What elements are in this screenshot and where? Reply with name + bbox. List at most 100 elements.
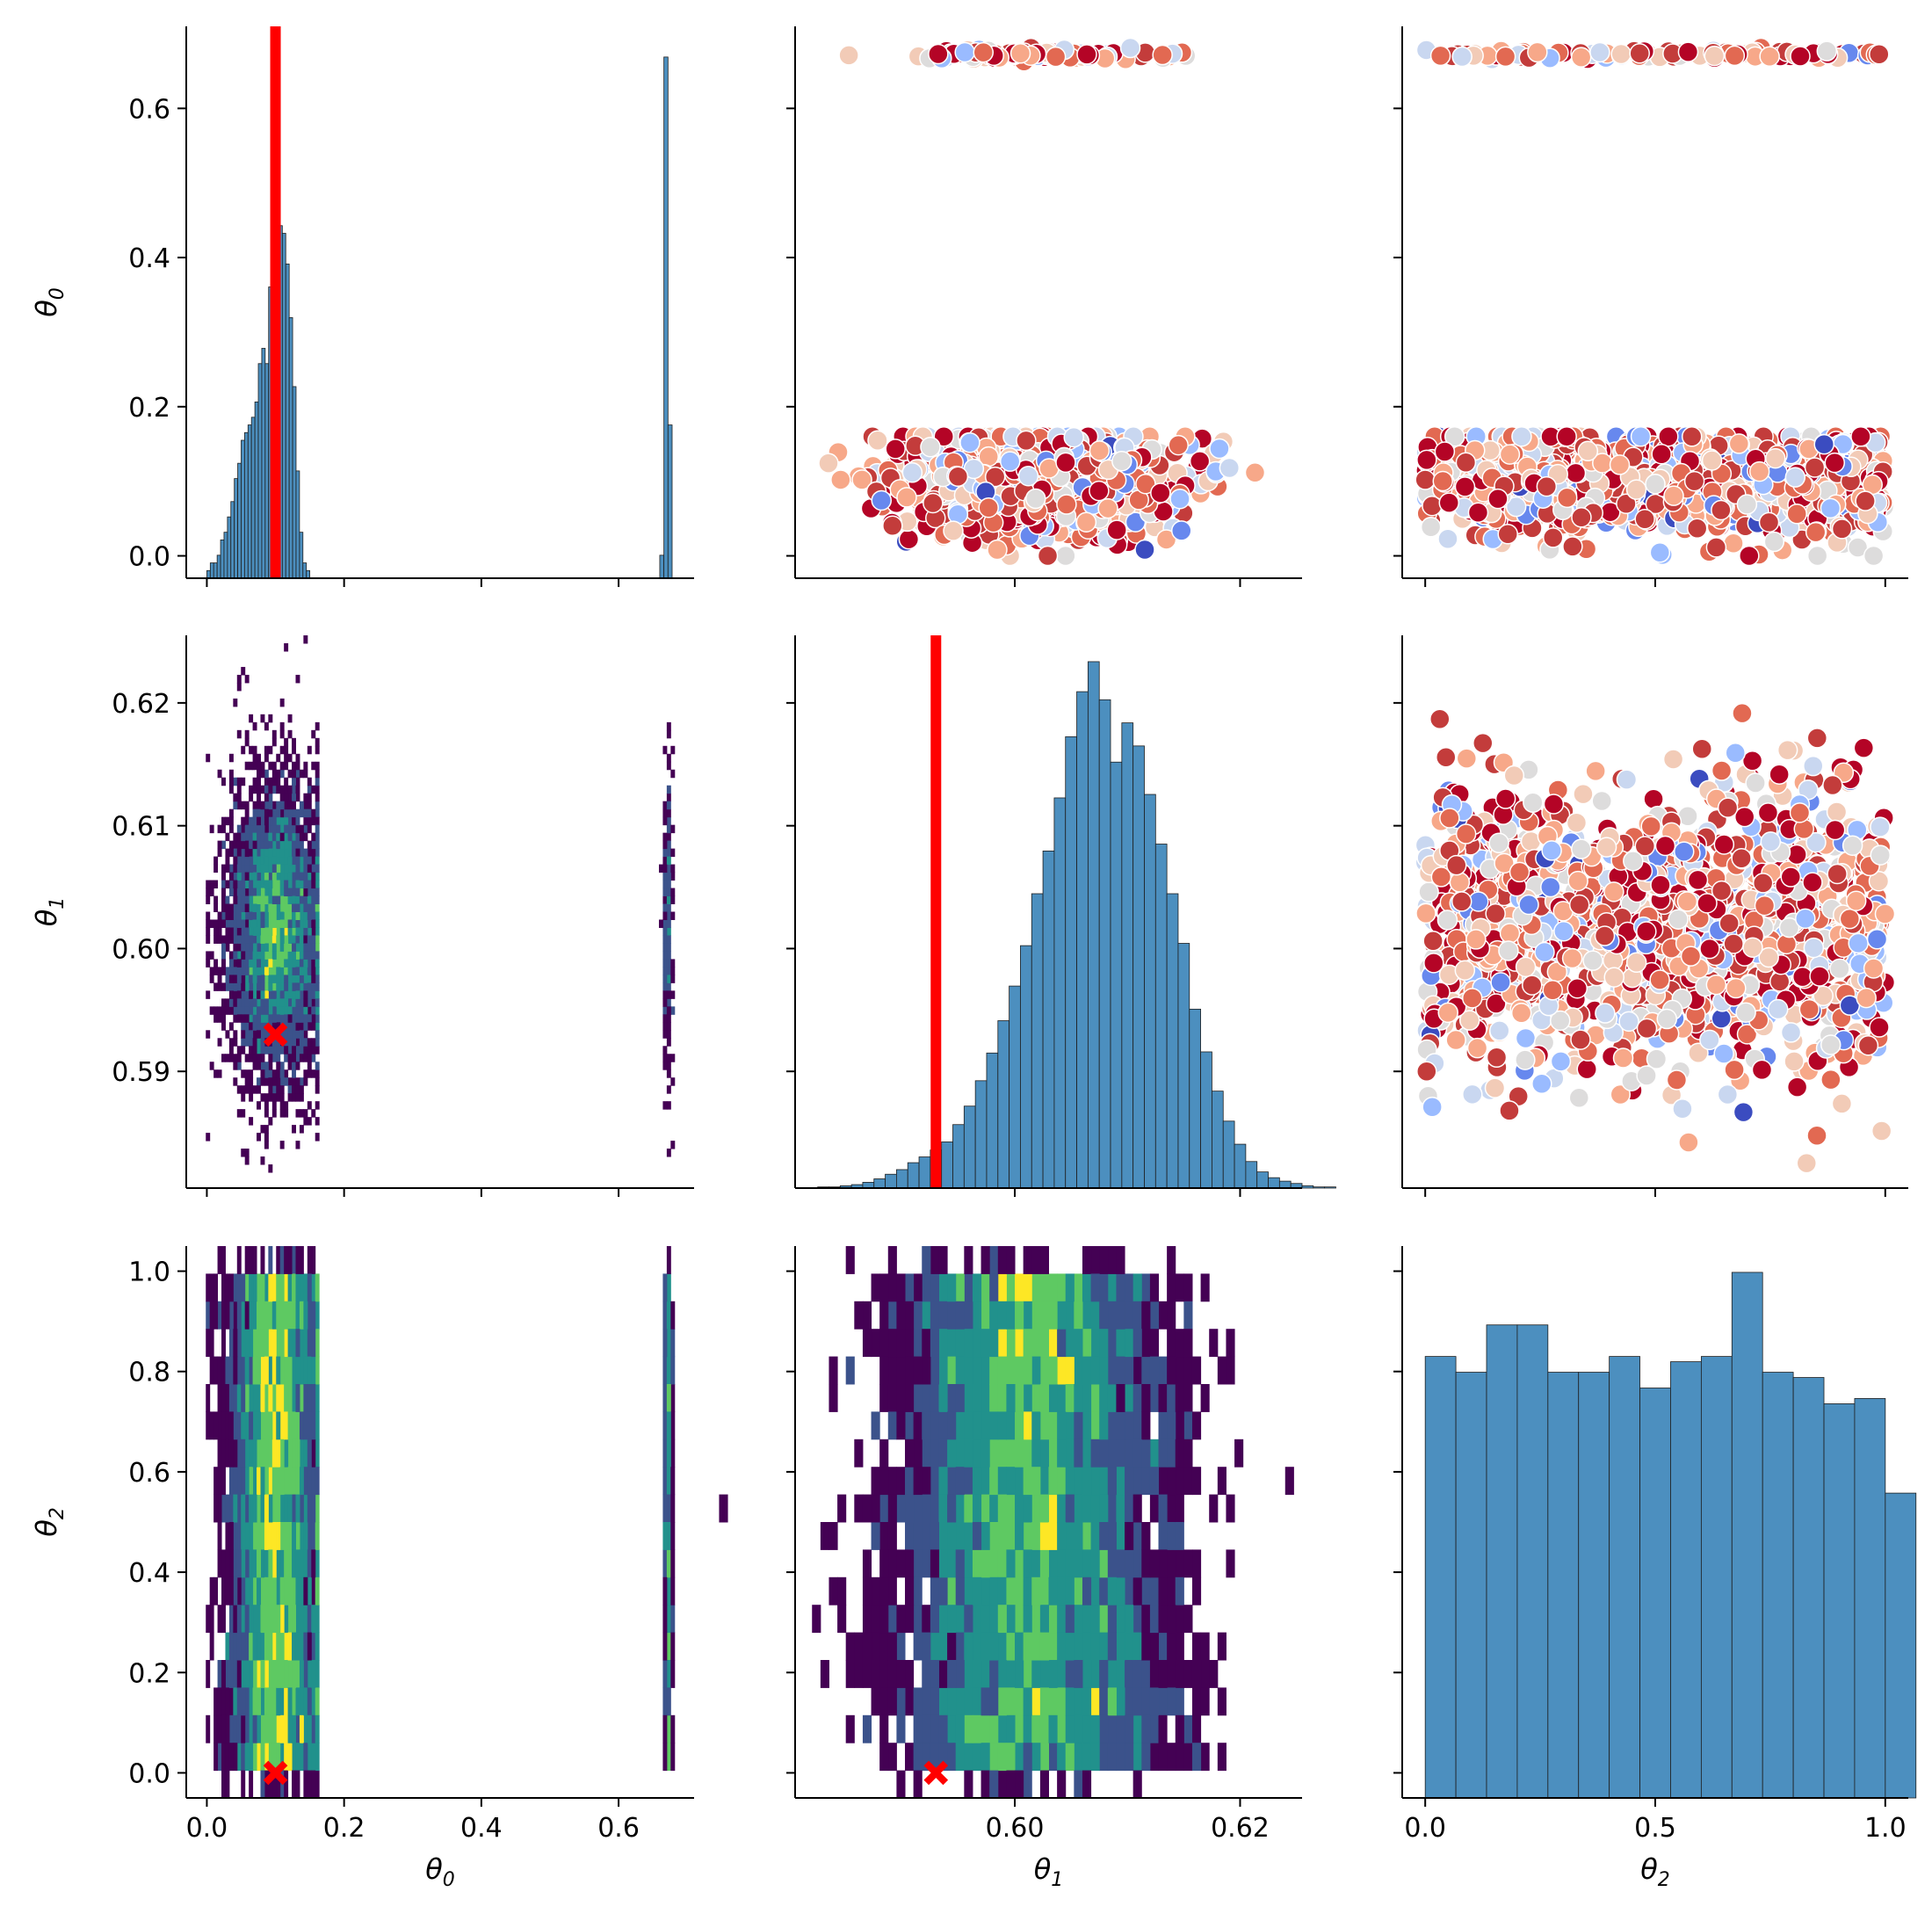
hist2d-cell bbox=[284, 959, 289, 968]
hist2d-cell bbox=[972, 1605, 982, 1634]
hist2d-cell bbox=[228, 1054, 234, 1062]
hist2d-cell bbox=[1057, 1714, 1067, 1743]
hist2d-cell bbox=[284, 927, 289, 936]
hist2d-cell bbox=[955, 1467, 965, 1496]
hist2d-cell bbox=[260, 856, 265, 866]
hist2d-cell bbox=[225, 1439, 230, 1468]
hist2d-cell bbox=[980, 1467, 990, 1496]
hist2d-cell bbox=[303, 943, 308, 952]
hist2d-cell bbox=[244, 808, 250, 818]
hist2d-cell bbox=[279, 1246, 285, 1274]
hist2d-cell bbox=[666, 808, 671, 818]
hist2d-cell bbox=[236, 959, 242, 968]
hist2d-cell bbox=[252, 816, 257, 826]
hist2d-cell bbox=[913, 1411, 923, 1440]
hist2d-cell bbox=[1175, 1576, 1184, 1605]
hist2d-cell bbox=[299, 1522, 304, 1550]
hist2d-cell bbox=[244, 1439, 250, 1468]
hist2d-cells bbox=[719, 1246, 1294, 1799]
hist2d-cell bbox=[1125, 1384, 1134, 1412]
hist2d-cell bbox=[666, 1022, 671, 1031]
hist2d-cell bbox=[1132, 1522, 1142, 1550]
hist2d-cell bbox=[257, 1687, 261, 1716]
hist2d-cell bbox=[1167, 1329, 1176, 1358]
hist2d-cell bbox=[311, 1576, 316, 1605]
hist2d-cell bbox=[287, 982, 293, 991]
hist2d-cell bbox=[264, 943, 269, 952]
hist2d-cell bbox=[233, 1062, 238, 1070]
hist2d-cell bbox=[666, 1030, 671, 1039]
hist2d-cell bbox=[315, 761, 320, 771]
hist2d-cell bbox=[295, 793, 300, 802]
hist2d-cell bbox=[315, 1006, 320, 1015]
hist2d-cell bbox=[307, 801, 312, 810]
hist2d-cell bbox=[268, 1576, 273, 1605]
hist2d-cell bbox=[1006, 1687, 1016, 1716]
hist2d-cell bbox=[938, 1576, 948, 1605]
scatter-point bbox=[999, 451, 1021, 472]
hist2d-cell bbox=[670, 1714, 676, 1743]
hist2d-cell bbox=[1107, 1411, 1117, 1440]
hist2d-cell bbox=[264, 975, 269, 983]
hist2d-cell bbox=[887, 1576, 897, 1605]
hist2d-cell bbox=[662, 1356, 668, 1385]
scatter-point bbox=[901, 462, 923, 483]
hist2d-cell bbox=[244, 816, 250, 826]
hist2d-cell bbox=[1125, 1605, 1134, 1634]
hist2d-cell bbox=[311, 1549, 316, 1578]
hist2d-cell bbox=[295, 1006, 300, 1015]
hist2d-cell bbox=[1015, 1632, 1024, 1661]
scatter-point bbox=[1111, 450, 1132, 472]
hist2d-cell bbox=[252, 1085, 257, 1094]
hist2d-cell bbox=[1107, 1467, 1117, 1496]
hist2d-cell bbox=[955, 1660, 965, 1688]
hist2d-cell bbox=[980, 1605, 990, 1634]
hist2d-cell bbox=[244, 1411, 250, 1440]
hist2d-cell bbox=[311, 856, 316, 866]
hist2d-cell bbox=[662, 951, 668, 960]
hist2d-cell bbox=[228, 872, 234, 881]
hist2d-cell bbox=[670, 824, 676, 834]
hist2d-cell bbox=[938, 1411, 948, 1440]
hist2d-cell bbox=[244, 1384, 250, 1412]
hist2d-cell bbox=[1167, 1576, 1176, 1605]
hist2d-cell bbox=[719, 1494, 728, 1523]
hist2d-cell bbox=[1175, 1743, 1184, 1772]
scatter-point bbox=[1562, 536, 1583, 557]
hist2d-cell bbox=[276, 1522, 281, 1550]
hist2d-cell bbox=[1141, 1356, 1151, 1385]
hist2d-cell bbox=[1141, 1660, 1151, 1688]
hist2d-cell bbox=[279, 1030, 285, 1039]
hist2d-cell bbox=[264, 888, 269, 897]
hist2d-cell bbox=[268, 1770, 273, 1799]
hist2d-cell bbox=[997, 1549, 1007, 1578]
hist2d-cell bbox=[249, 856, 254, 866]
hist2d-cell bbox=[244, 911, 250, 920]
hist2d-cell bbox=[1191, 1356, 1202, 1385]
hist2d-cell bbox=[249, 951, 254, 960]
hist2d-cell bbox=[264, 848, 269, 858]
hist2d-cell bbox=[1149, 1356, 1160, 1385]
hist2d-cell bbox=[938, 1439, 948, 1468]
hist2d-cell bbox=[964, 1384, 973, 1412]
hist2d-cell bbox=[666, 927, 671, 936]
hist2d-cell bbox=[217, 1384, 222, 1412]
hist2d-cell bbox=[233, 1077, 238, 1086]
hist2d-cell bbox=[879, 1687, 889, 1716]
hist2d-cell bbox=[276, 1006, 281, 1015]
hist2d-cell bbox=[257, 769, 261, 779]
hist2d-cell bbox=[666, 903, 671, 912]
hist2d-cell bbox=[896, 1660, 906, 1688]
hist2d-cell bbox=[1082, 1494, 1092, 1523]
hist2d-cell bbox=[233, 1549, 238, 1578]
hist2d-cell bbox=[257, 816, 261, 826]
hist2d-cell bbox=[1158, 1687, 1168, 1716]
hist2d-cell bbox=[268, 943, 273, 952]
hist2d-cell bbox=[236, 943, 242, 952]
hist2d-cell bbox=[260, 975, 265, 983]
hist2d-cell bbox=[209, 1356, 214, 1385]
hist2d-cell bbox=[249, 880, 254, 889]
hist2d-cell bbox=[268, 832, 273, 842]
hist2d-cell bbox=[303, 1770, 308, 1799]
hist2d-cell bbox=[662, 1714, 668, 1743]
